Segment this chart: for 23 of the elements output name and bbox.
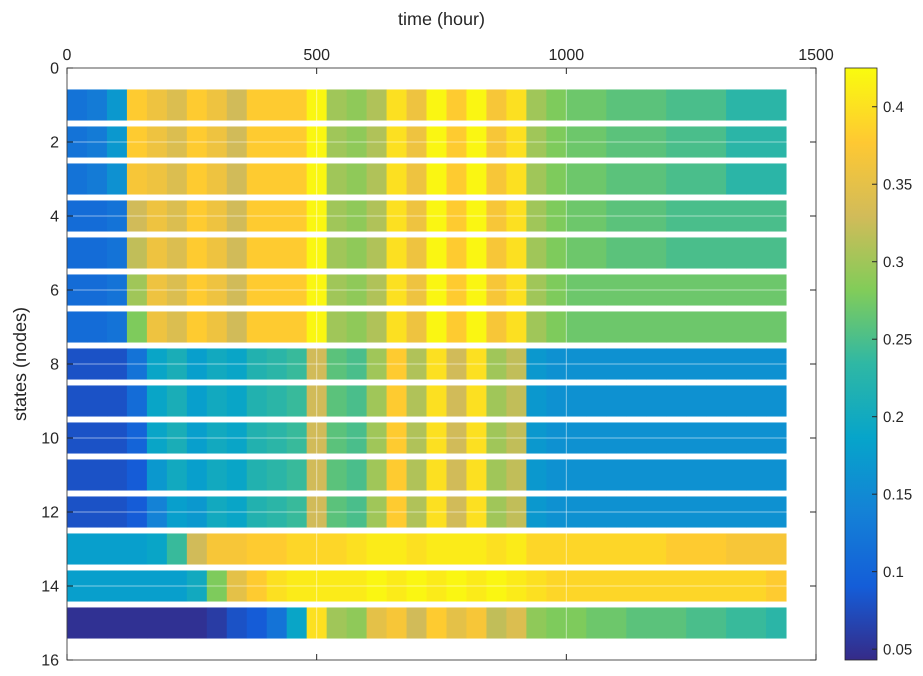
y-tick-label: 0 bbox=[50, 60, 60, 78]
y-tick-label: 16 bbox=[41, 652, 60, 670]
x-tick-label: 500 bbox=[303, 47, 330, 64]
y-tick-label: 10 bbox=[41, 430, 60, 448]
color-bar-label: 0.25 bbox=[883, 331, 912, 348]
y-tick-label: 4 bbox=[50, 208, 60, 226]
color-bar-label: 0.1 bbox=[883, 564, 904, 581]
y-tick-label: 14 bbox=[41, 578, 60, 596]
y-axis-title: states (nodes) bbox=[10, 306, 30, 422]
color-bar-label: 0.15 bbox=[883, 486, 912, 504]
x-tick-label: 0 bbox=[62, 47, 72, 64]
x-tick-label: 1500 bbox=[798, 47, 834, 64]
color-bar-label: 0.4 bbox=[883, 98, 904, 116]
x-axis-title: time (hour) bbox=[398, 9, 486, 29]
x-tick-label: 1000 bbox=[548, 47, 584, 64]
y-tick-label: 8 bbox=[50, 356, 60, 374]
color-bar-label: 0.3 bbox=[883, 254, 904, 271]
color-bar-label: 0.2 bbox=[883, 408, 904, 426]
y-tick-label: 12 bbox=[41, 504, 60, 522]
y-tick-label: 2 bbox=[50, 134, 60, 152]
color-bar-label: 0.05 bbox=[883, 641, 912, 658]
color-bar-label: 0.35 bbox=[883, 176, 912, 194]
y-tick-label: 6 bbox=[50, 282, 60, 300]
